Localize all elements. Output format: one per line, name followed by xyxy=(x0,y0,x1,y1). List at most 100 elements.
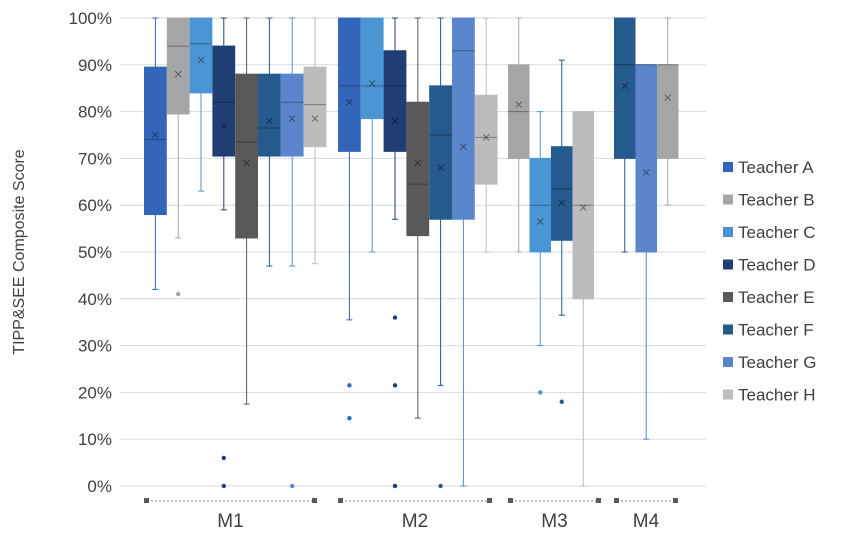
mean-marker xyxy=(515,101,523,108)
mean-marker xyxy=(174,70,182,78)
iqr-box xyxy=(338,17,361,152)
box-m1-teacher-f xyxy=(258,17,281,267)
box-m1-teacher-g xyxy=(280,17,304,489)
outlier-point xyxy=(347,415,352,421)
y-axis-ticks: 0% 10% 20% 30% 40% 50% 60% 70% 80% 90% 100% xyxy=(69,9,112,496)
box-m2-teacher-e xyxy=(406,17,430,419)
mean-marker xyxy=(346,98,353,106)
bracket-end xyxy=(673,498,678,503)
box-m2-teacher-g xyxy=(452,17,475,487)
iqr-box xyxy=(657,64,679,159)
y-tick-label: 60% xyxy=(78,196,112,215)
y-tick-label: 10% xyxy=(78,430,112,449)
box-m3-teacher-f xyxy=(551,59,573,404)
mean-marker xyxy=(243,159,250,167)
iqr-box xyxy=(572,111,594,300)
x-axis-categories: M1 M2 M3 M4 xyxy=(217,511,659,532)
box-m2-teacher-c xyxy=(360,17,384,253)
legend-item: Teacher B xyxy=(723,191,815,210)
bracket-end xyxy=(312,498,317,503)
iqr-box xyxy=(529,157,551,253)
outlier-point xyxy=(221,483,226,489)
legend-label: Teacher E xyxy=(738,288,815,307)
box-m3-teacher-b xyxy=(508,17,530,253)
legend-swatch xyxy=(723,227,733,237)
box-m4-teacher-b xyxy=(657,17,679,206)
mean-marker xyxy=(288,115,296,122)
outlier-point xyxy=(392,483,398,489)
mean-marker xyxy=(536,218,544,225)
box-m2-teacher-d xyxy=(383,17,407,489)
legend-label: Teacher F xyxy=(738,321,814,340)
mean-marker xyxy=(197,56,205,64)
box-m1-teacher-a xyxy=(144,17,167,290)
box-m2-teacher-h xyxy=(474,17,498,253)
iqr-box xyxy=(383,50,407,152)
mean-marker xyxy=(414,159,422,167)
bracket-end xyxy=(508,498,513,503)
mean-marker xyxy=(621,82,629,90)
box-m1-teacher-b xyxy=(166,17,190,297)
legend-swatch xyxy=(723,389,733,400)
outlier-point xyxy=(221,455,226,461)
outlier-point xyxy=(347,383,352,388)
box-m2-teacher-f xyxy=(429,17,453,489)
box-group-m4 xyxy=(614,17,679,440)
iqr-box xyxy=(235,73,258,239)
iqr-box xyxy=(280,73,304,157)
mean-marker xyxy=(152,131,159,139)
bracket-end xyxy=(487,498,492,503)
y-tick-label: 0% xyxy=(87,477,112,496)
iqr-box xyxy=(189,17,213,94)
bracket-end xyxy=(614,498,619,503)
box-m4-teacher-f xyxy=(614,17,636,253)
iqr-box xyxy=(212,45,236,157)
outlier-point xyxy=(559,399,564,404)
legend-item: Teacher D xyxy=(723,256,815,275)
box-m2-teacher-a xyxy=(338,17,361,421)
box-m3-teacher-h xyxy=(572,111,594,487)
iqr-box xyxy=(406,101,430,237)
iqr-box xyxy=(452,17,475,220)
mean-marker xyxy=(482,133,490,141)
legend-item: Teacher E xyxy=(723,288,815,307)
mean-marker xyxy=(664,94,672,101)
mean-marker xyxy=(579,204,587,211)
category-label: M1 xyxy=(217,511,243,532)
outlier-point xyxy=(176,291,181,297)
bracket-end xyxy=(596,498,601,503)
box-plot-groups xyxy=(144,17,679,489)
category-brackets xyxy=(144,498,678,503)
outlier-point xyxy=(392,315,398,320)
iqr-box xyxy=(144,66,167,216)
outlier-point xyxy=(438,483,443,489)
y-tick-label: 80% xyxy=(78,103,112,122)
box-m4-teacher-g xyxy=(635,64,657,440)
legend-label: Teacher C xyxy=(738,223,815,242)
iqr-box xyxy=(474,94,498,185)
mean-marker xyxy=(460,143,467,151)
legend-item: Teacher A xyxy=(723,158,814,177)
legend-item: Teacher F xyxy=(723,321,814,340)
outlier-point xyxy=(538,390,543,395)
category-label: M3 xyxy=(541,511,567,532)
y-tick-label: 40% xyxy=(78,290,112,309)
legend-swatch xyxy=(723,292,733,302)
box-m1-teacher-d xyxy=(212,17,236,489)
mean-marker xyxy=(558,199,566,207)
box-group-m2 xyxy=(338,17,498,489)
legend-swatch xyxy=(723,162,733,172)
legend-label: Teacher G xyxy=(738,353,816,372)
y-axis-label: TIPP&SEE Composite Score xyxy=(11,149,28,355)
iqr-box xyxy=(360,17,384,120)
legend-swatch xyxy=(723,259,733,270)
box-m1-teacher-e xyxy=(235,17,258,405)
iqr-box xyxy=(166,17,190,115)
y-tick-label: 100% xyxy=(69,9,112,28)
box-group-m1 xyxy=(144,17,327,489)
mean-marker xyxy=(391,117,399,125)
iqr-box xyxy=(614,17,636,159)
legend-item: Teacher H xyxy=(723,386,815,405)
iqr-box xyxy=(508,64,530,159)
